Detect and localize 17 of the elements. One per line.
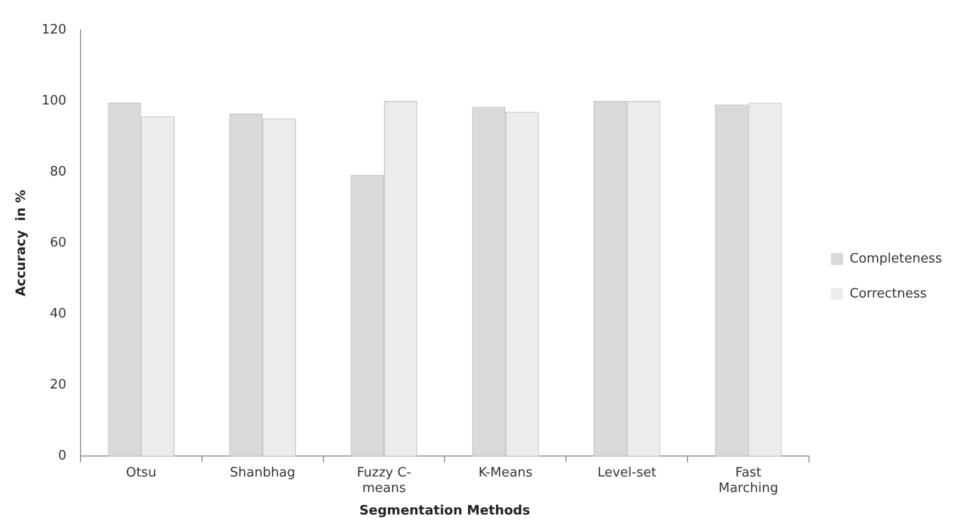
x-tick-label: Shanbhag: [230, 465, 296, 480]
y-tick-label: 0: [58, 448, 66, 464]
x-tick-label: K-Means: [478, 465, 533, 480]
x-tick-label: Otsu: [126, 465, 156, 480]
x-tick-label: Fast Marching: [718, 465, 778, 496]
y-tick-label: 60: [50, 235, 66, 250]
x-tick-label: Level-set: [597, 465, 656, 480]
y-tick-label: 80: [50, 164, 66, 180]
legend-label: Correctness: [850, 286, 928, 302]
legend-label: Completeness: [850, 251, 942, 266]
y-tick-label: 20: [50, 378, 66, 393]
x-axis-title: Segmentation Methods: [359, 504, 530, 519]
x-tick-label: Fuzzy C-means: [356, 465, 412, 496]
y-axis-title: Accuracy in %: [14, 190, 30, 296]
y-tick-label: 120: [42, 22, 66, 38]
y-tick-label: 40: [50, 306, 66, 322]
y-tick-label: 100: [42, 93, 66, 108]
